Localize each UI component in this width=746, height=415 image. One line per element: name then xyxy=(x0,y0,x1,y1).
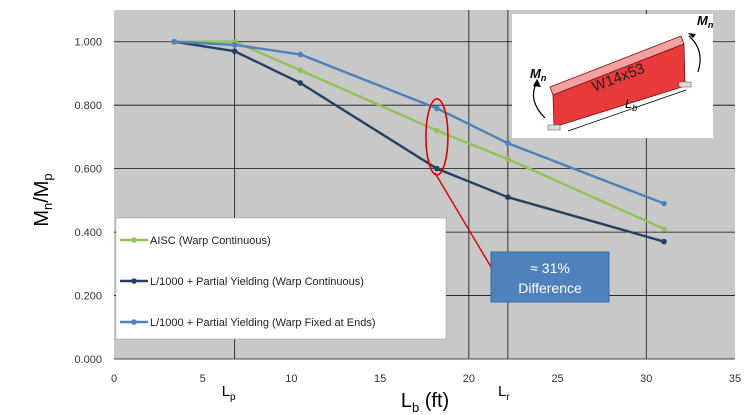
data-point xyxy=(661,226,667,232)
x-tick-label: 35 xyxy=(729,373,741,385)
right-moment-arrow xyxy=(688,35,701,73)
callout-box xyxy=(490,251,610,303)
y-axis-label: Mn/Mp xyxy=(31,173,55,226)
lp-marker-label: Lp xyxy=(222,383,236,403)
legend-entry-label: L/1000 + Partial Yielding (Warp Fixed at… xyxy=(150,317,376,329)
data-point xyxy=(505,140,511,147)
data-point xyxy=(297,67,304,74)
data-point xyxy=(297,80,304,86)
series-line xyxy=(174,40,665,243)
data-point xyxy=(661,200,667,207)
data-point xyxy=(231,48,238,55)
series-line xyxy=(174,40,665,205)
data-point xyxy=(661,238,667,245)
data-point xyxy=(434,105,440,112)
right-moment-label: Mn xyxy=(697,13,714,30)
lr-marker-label: Lr xyxy=(498,383,510,403)
data-point xyxy=(171,38,178,45)
left-moment-arrowhead xyxy=(533,79,541,87)
callout-line2: Difference xyxy=(518,280,582,296)
x-axis-label: Lb (ft) xyxy=(401,390,449,415)
y-tick-label: 0.800 xyxy=(74,100,102,112)
beam-inset: W14x53 Mn Mn Lb xyxy=(512,13,714,138)
y-tick-label: 1.000 xyxy=(74,37,102,49)
legend-entry-label: L/1000 + Partial Yielding (Warp Continuo… xyxy=(150,276,364,288)
data-point xyxy=(505,156,511,162)
y-tick-label: 0.600 xyxy=(74,164,102,176)
length-dimension-line xyxy=(567,89,687,132)
right-support xyxy=(678,81,692,88)
x-tick-label: 15 xyxy=(374,373,386,385)
difference-pointer xyxy=(434,172,495,273)
series-line xyxy=(174,40,665,231)
y-tick-label: 0.400 xyxy=(74,227,102,239)
left-moment-label: Mn xyxy=(530,66,547,83)
x-tick-label: 5 xyxy=(200,373,206,385)
data-point xyxy=(434,127,440,134)
x-tick-labels: 0 5 10 15 20 25 30 35 xyxy=(111,373,741,385)
difference-callout: ≈ 31% Difference xyxy=(490,251,610,303)
left-support xyxy=(547,124,561,131)
x-tick-label: 20 xyxy=(463,373,475,385)
callout-line1: ≈ 31% xyxy=(530,260,570,276)
y-tick-label: 0.200 xyxy=(74,291,102,303)
x-tick-label: 0 xyxy=(111,373,117,385)
y-tick-labels: 0.000 0.200 0.400 0.600 0.800 1.000 xyxy=(74,37,102,366)
legend-marker xyxy=(131,278,137,284)
x-tick-label: 30 xyxy=(640,373,652,385)
legend-box xyxy=(115,217,447,340)
right-moment-arrowhead xyxy=(688,33,696,38)
data-point xyxy=(297,51,304,58)
data-point xyxy=(434,165,440,172)
legend: AISC (Warp Continuous) L/1000 + Partial Y… xyxy=(115,217,447,340)
length-label: Lb xyxy=(625,96,637,113)
x-tick-label: 25 xyxy=(551,373,563,385)
data-point xyxy=(231,42,238,48)
y-tick-label: 0.000 xyxy=(74,354,102,366)
series-lines xyxy=(171,38,667,245)
data-point xyxy=(505,194,511,200)
x-tick-label: 10 xyxy=(285,373,297,385)
legend-marker xyxy=(131,237,137,243)
legend-entry-label: AISC (Warp Continuous) xyxy=(150,235,271,247)
legend-marker xyxy=(131,319,137,325)
